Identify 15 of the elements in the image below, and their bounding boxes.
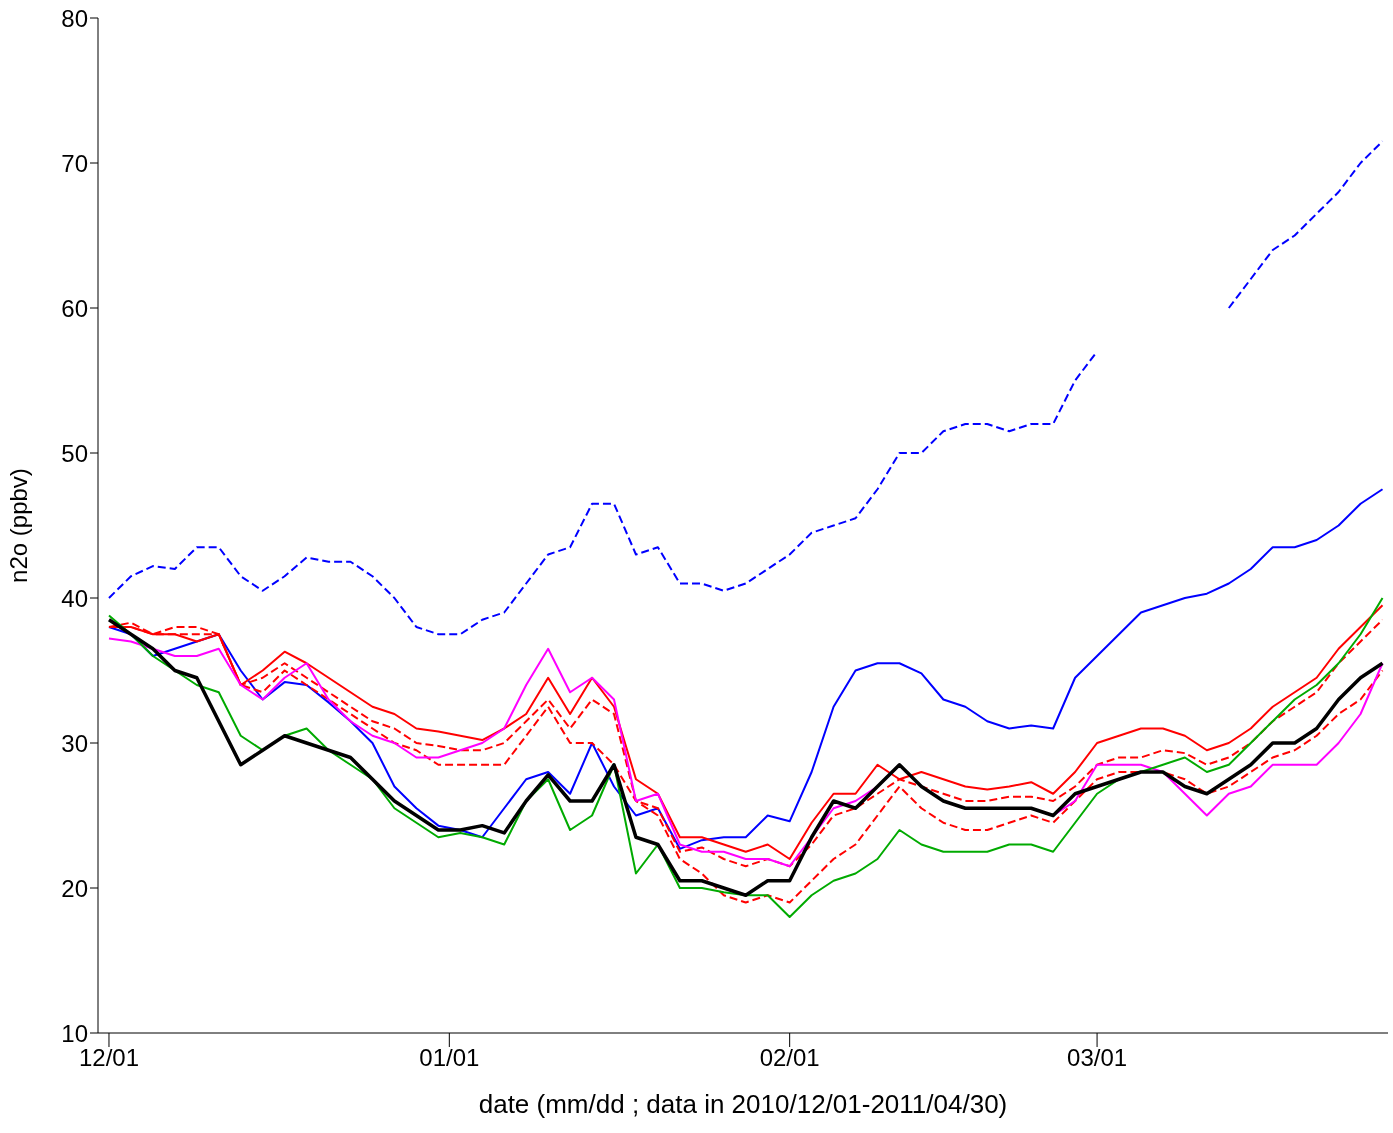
y-tick-label: 20 bbox=[61, 874, 88, 902]
y-tick-label: 50 bbox=[61, 439, 88, 467]
y-tick-label: 10 bbox=[61, 1019, 88, 1047]
x-tick-label: 12/01 bbox=[78, 1044, 140, 1072]
line-series bbox=[107, 488, 1384, 850]
y-axis-title: n2o (ppbv) bbox=[4, 468, 32, 583]
x-axis-title: date (mm/dd ; data in 2010/12/01-2011/04/30) bbox=[478, 1089, 1008, 1119]
x-tick-label: 03/01 bbox=[1067, 1044, 1128, 1072]
y-tick-label: 30 bbox=[61, 729, 88, 757]
y-tick-label: 40 bbox=[61, 584, 88, 612]
y-tick-label: 80 bbox=[61, 4, 88, 32]
y-tick-label: 70 bbox=[61, 149, 88, 177]
y-tick-label: 60 bbox=[61, 294, 88, 322]
x-tick-label: 02/01 bbox=[759, 1044, 820, 1072]
x-tick-label: 01/01 bbox=[419, 1044, 480, 1072]
